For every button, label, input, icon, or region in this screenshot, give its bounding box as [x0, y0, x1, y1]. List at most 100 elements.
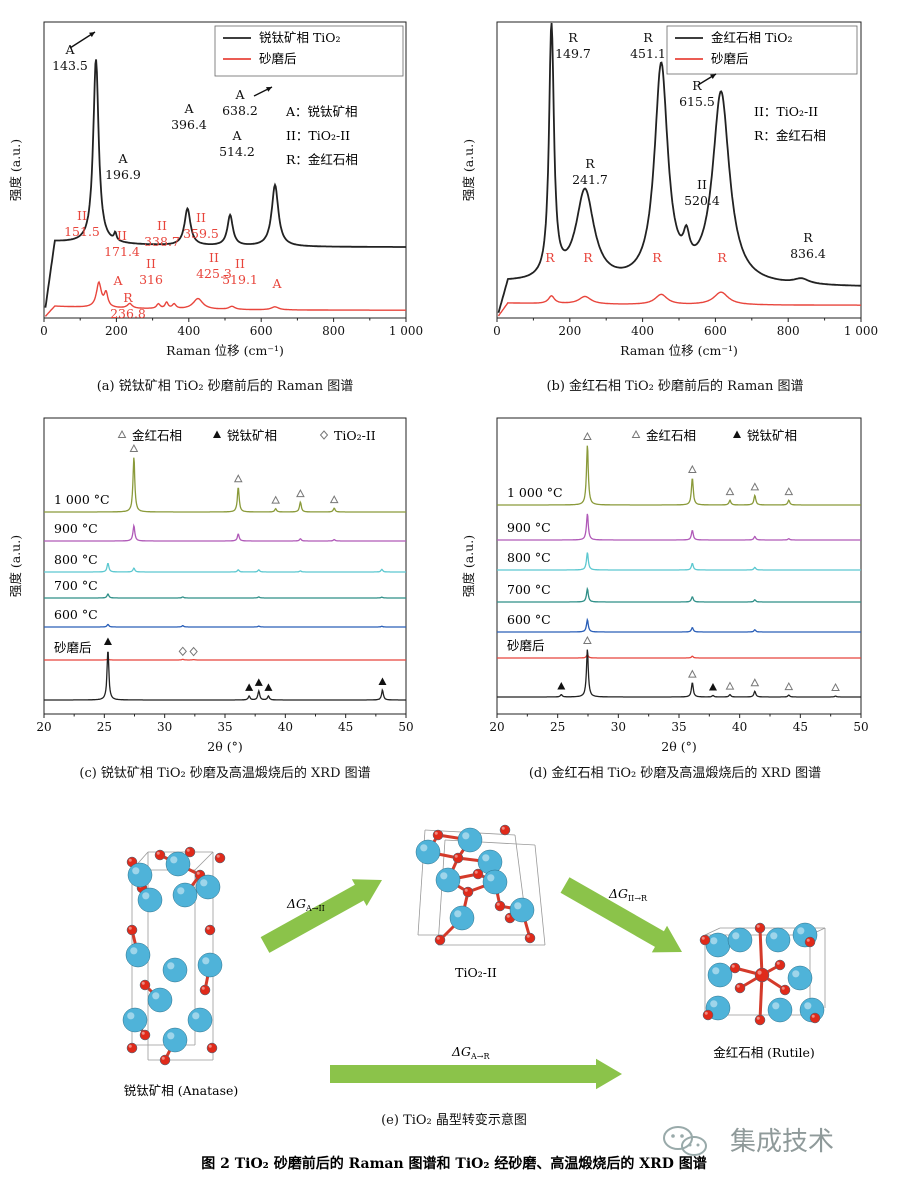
xrd-trace-6 [44, 651, 406, 701]
bond [758, 927, 764, 976]
x-tick-label: 20 [36, 720, 51, 734]
legend-entry: 锐钛矿相 [747, 428, 797, 443]
titanium-atom-shine [132, 867, 140, 875]
x-tick-label: 0 [40, 324, 48, 338]
oxygen-atom [126, 1042, 138, 1054]
xrd-trace-2 [497, 552, 861, 571]
wechat-logo-icon: 集成技术 [663, 1126, 834, 1157]
delta-g-a-ii-label: ΔGA→II [286, 896, 325, 913]
anatase-marker-icon [733, 430, 741, 438]
titanium-atom-shine [202, 957, 210, 965]
x-tick-label: 30 [611, 720, 626, 734]
phase-key-entry: R：金红石相 [754, 128, 826, 143]
oxygen-atom-shine [454, 854, 458, 858]
series-line-1 [44, 280, 406, 317]
x-tick-label: 1 000 [389, 324, 423, 338]
trace-label: 800 °C [507, 550, 551, 565]
titanium-atom-shine [454, 910, 462, 918]
trace-label: 1 000 °C [54, 492, 110, 507]
oxygen-atom-shine [736, 984, 740, 988]
oxygen-atom [154, 849, 166, 861]
x-tick-label: 200 [558, 324, 581, 338]
rutile-marker-icon [631, 429, 641, 438]
oxygen-atom [472, 868, 484, 880]
caption-e: (e) TiO₂ 晶型转变示意图 [381, 1112, 527, 1128]
oxygen-atom-shine [161, 1056, 165, 1060]
legend-box [214, 25, 404, 77]
titanium-atom [137, 887, 163, 913]
titanium-atom [767, 997, 793, 1023]
trace-label: 800 °C [54, 552, 98, 567]
rutile-marker-icon [725, 681, 735, 690]
x-tick-label: 400 [177, 324, 200, 338]
trace-label: 600 °C [507, 612, 551, 627]
xrd-trace-2 [44, 562, 406, 573]
x-axis-label: Raman 位移 (cm⁻¹) [620, 343, 738, 358]
titanium-atom-shine [804, 1002, 812, 1010]
delta-g-a-r-label: ΔGA→R [451, 1044, 490, 1061]
y-axis-label: 强度 (a.u.) [461, 139, 476, 201]
annotation-arrowhead [89, 32, 95, 38]
caption-a: (a) 锐钛矿相 TiO₂ 砂磨前后的 Raman 图谱 [97, 378, 354, 394]
xrd-trace-1 [497, 513, 861, 541]
cell-edge [437, 839, 446, 946]
titanium-atom-shine [772, 1002, 780, 1010]
rutile-marker-icon [271, 495, 281, 504]
x-tick-label: 20 [489, 720, 504, 734]
titanium-atom [457, 827, 483, 853]
peak-label-phase: A [117, 151, 128, 166]
peak-label-value: 196.9 [105, 167, 141, 182]
peak-label-value: 519.1 [222, 272, 258, 287]
oxygen-atom-shine [196, 871, 200, 875]
x-tick-label: 800 [777, 324, 800, 338]
x-tick-label: 800 [322, 324, 345, 338]
titanium-atom [195, 874, 221, 900]
caption-c: (c) 锐钛矿相 TiO₂ 砂磨及高温煅烧后的 XRD 图谱 [79, 765, 370, 781]
titanium-atom [165, 851, 191, 877]
oxygen-atom-shine [128, 858, 132, 862]
trace-label: 1 000 °C [507, 485, 563, 500]
phase-key-entry: II：TiO₂-II [754, 104, 818, 119]
oxygen-atom-shine [474, 870, 478, 874]
peak-label-value: 171.4 [104, 244, 140, 259]
peak-label-value: 241.7 [572, 172, 608, 187]
peak-label-phase: R [692, 78, 702, 93]
oxygen-atom-shine [701, 936, 705, 940]
peak-label-phase: II [196, 210, 206, 225]
peak-label-phase: R [652, 250, 662, 265]
xrd-trace-5 [497, 653, 861, 659]
oxygen-atom [139, 979, 151, 991]
titanium-atom-shine [152, 992, 160, 1000]
peak-label-phase: II [697, 177, 707, 192]
phase-key-entry: R：金红石相 [286, 152, 358, 167]
titanium-atom-shine [462, 832, 470, 840]
arrow-shape [330, 1058, 622, 1090]
oxygen-atom-shine [806, 938, 810, 942]
peak-label-phase: II [157, 218, 167, 233]
x-tick-label: 40 [732, 720, 747, 734]
y-axis-label: 强度 (a.u.) [8, 535, 23, 597]
peak-label-phase: R [568, 30, 578, 45]
titanium-atom-shine [130, 947, 138, 955]
titanium-atom-shine [482, 854, 490, 862]
x-tick-label: 25 [97, 720, 112, 734]
x-tick-label: 30 [157, 720, 172, 734]
oxygen-atom [204, 924, 216, 936]
titanium-atom [435, 867, 461, 893]
anatase-marker-icon [708, 683, 717, 691]
oxygen-atom-shine [776, 961, 780, 965]
oxygen-atom [702, 1009, 714, 1021]
anatase-marker-icon [103, 637, 112, 645]
peak-label-value: 836.4 [790, 246, 826, 261]
rutile-marker-icon [784, 682, 794, 691]
peak-label-phase: R [585, 156, 595, 171]
bond [758, 974, 764, 1021]
phase-key-entry: A：锐钛矿相 [285, 104, 358, 119]
x-tick-label: 600 [704, 324, 727, 338]
oxygen-atom-shine [704, 1011, 708, 1015]
annotation-arrowhead [710, 74, 716, 80]
rutile-marker-icon [117, 429, 127, 438]
cell-edge [704, 927, 721, 936]
trace-label: 900 °C [54, 521, 98, 536]
titanium-atom [162, 957, 188, 983]
